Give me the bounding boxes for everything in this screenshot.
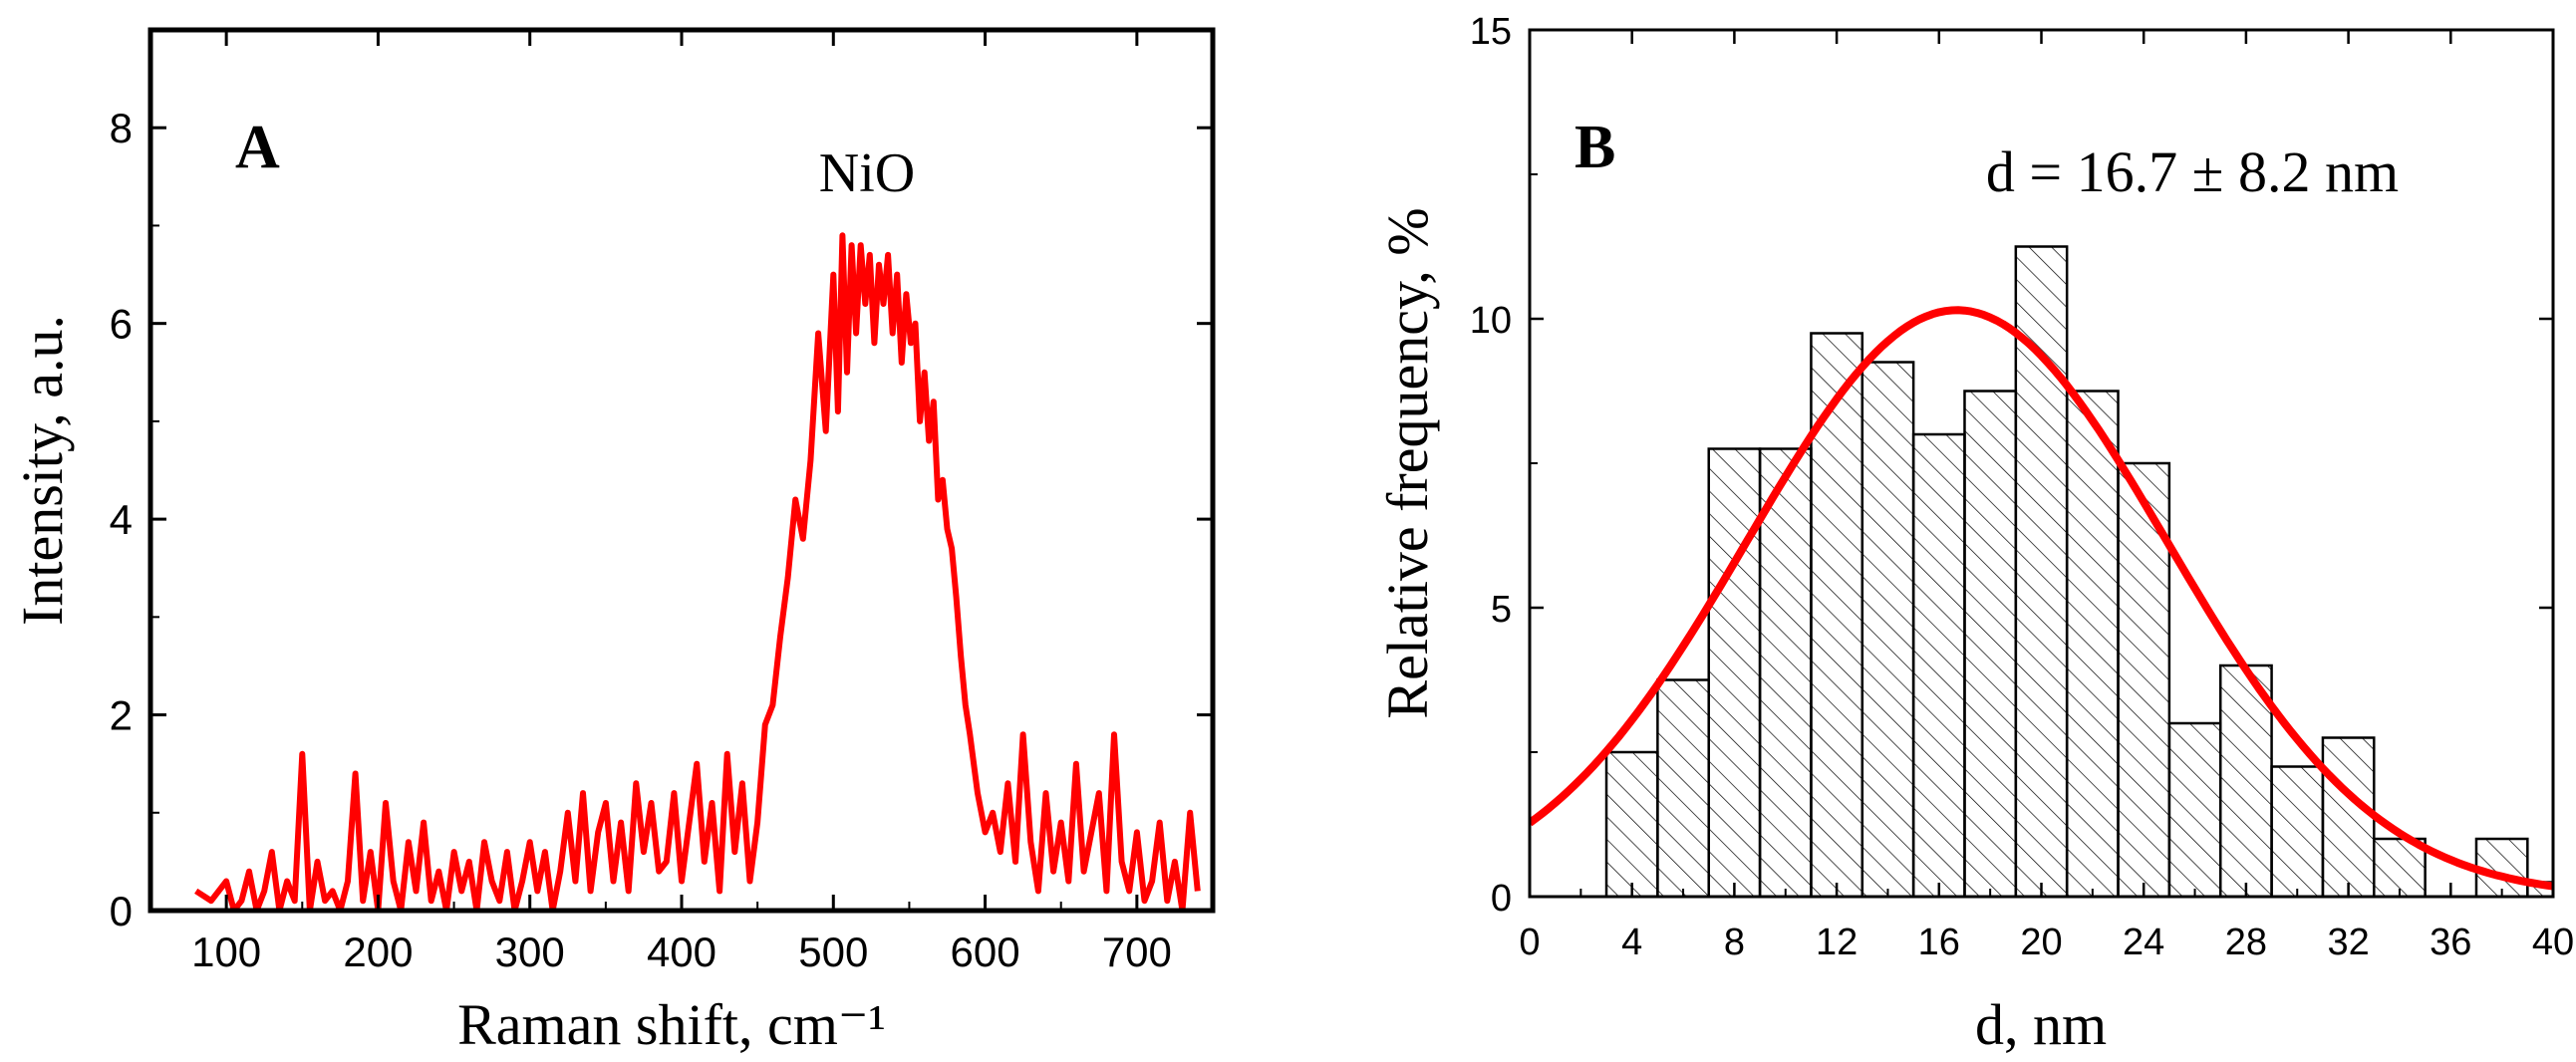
panel-b-ytick-label: 15 bbox=[1470, 11, 1512, 53]
panel-b-xlabel: d, nm bbox=[1975, 992, 2107, 1057]
panel-a-frame bbox=[147, 27, 1216, 914]
panel-b-ytick-label: 10 bbox=[1470, 300, 1512, 342]
panel-a-xtick-label: 700 bbox=[1102, 929, 1172, 975]
panel-b-ylabel: Relative frequency, % bbox=[1375, 207, 1440, 718]
panel-b-xtick-label: 40 bbox=[2532, 922, 2574, 963]
panel-a-ticks: 100 200 300 400 500 600 700 0 2 4 6 8 bbox=[110, 30, 1213, 975]
panel-a: 100 200 300 400 500 600 700 0 2 4 6 8 A NiO Raman s… bbox=[10, 27, 1216, 1057]
histogram-bar bbox=[2065, 390, 2120, 899]
panel-b-xtick-label: 28 bbox=[2225, 922, 2267, 963]
panel-a-xtick-label: 300 bbox=[495, 929, 565, 975]
histogram-bar bbox=[1604, 750, 1659, 899]
panel-a-ytick-label: 4 bbox=[110, 496, 133, 543]
panel-a-xtick-label: 200 bbox=[343, 929, 413, 975]
panel-b: 0 4 8 12 16 20 24 28 32 36 40 0 5 10 15 B d = 16.7 ± 8… bbox=[1375, 11, 2574, 1057]
panel-a-ytick-label: 6 bbox=[110, 301, 133, 348]
histogram-bar bbox=[1963, 390, 2018, 899]
panel-b-xtick-label: 0 bbox=[1519, 922, 1540, 963]
histogram-bar bbox=[1911, 432, 1966, 899]
histogram-bar bbox=[1656, 678, 1710, 899]
panel-a-xtick-label: 600 bbox=[951, 929, 1020, 975]
gaussian-fit-curve bbox=[1530, 306, 2553, 891]
panel-b-xtick-label: 16 bbox=[1918, 922, 1960, 963]
panel-a-annotation: NiO bbox=[819, 142, 915, 204]
histogram-bar bbox=[1758, 447, 1813, 899]
panel-a-xtick-label: 100 bbox=[191, 929, 261, 975]
histogram-bar bbox=[2321, 736, 2376, 899]
panel-a-ytick-label: 0 bbox=[110, 888, 133, 934]
panel-b-xtick-label: 24 bbox=[2123, 922, 2164, 963]
panel-b-xtick-label: 20 bbox=[2020, 922, 2062, 963]
panel-b-xtick-label: 4 bbox=[1621, 922, 1642, 963]
histogram-bar bbox=[2373, 837, 2427, 899]
panel-a-label: A bbox=[235, 114, 280, 181]
panel-b-fit-layer bbox=[1530, 306, 2553, 891]
raman-spectrum-line bbox=[194, 232, 1201, 911]
histogram-bar bbox=[2167, 721, 2222, 899]
panel-b-ticks: 0 4 8 12 16 20 24 28 32 36 40 0 5 10 15 bbox=[1470, 11, 2574, 963]
histogram-bar bbox=[1707, 447, 1762, 899]
panel-a-xlabel: Raman shift, cm⁻¹ bbox=[457, 992, 886, 1057]
histogram-bar bbox=[2270, 765, 2325, 899]
panel-b-ytick-label: 0 bbox=[1491, 878, 1512, 920]
histogram-bar bbox=[2218, 664, 2273, 899]
panel-a-ytick-label: 2 bbox=[110, 692, 133, 739]
panel-b-label: B bbox=[1574, 114, 1615, 181]
panel-b-xtick-label: 12 bbox=[1816, 922, 1858, 963]
panel-a-xtick-label: 500 bbox=[798, 929, 868, 975]
panel-b-ytick-label: 5 bbox=[1491, 589, 1512, 631]
histogram-bar bbox=[1860, 361, 1915, 899]
panel-a-line-layer bbox=[194, 232, 1201, 911]
panel-a-ytick-label: 8 bbox=[110, 105, 133, 151]
panel-b-bars bbox=[1604, 245, 2555, 899]
panel-a-xtick-label: 400 bbox=[647, 929, 716, 975]
panel-b-xtick-label: 32 bbox=[2327, 922, 2369, 963]
panel-b-annotation: d = 16.7 ± 8.2 nm bbox=[1986, 139, 2399, 204]
panel-a-ylabel: Intensity, a.u. bbox=[10, 315, 75, 626]
panel-b-xtick-label: 8 bbox=[1724, 922, 1745, 963]
panel-b-xtick-label: 36 bbox=[2430, 922, 2471, 963]
